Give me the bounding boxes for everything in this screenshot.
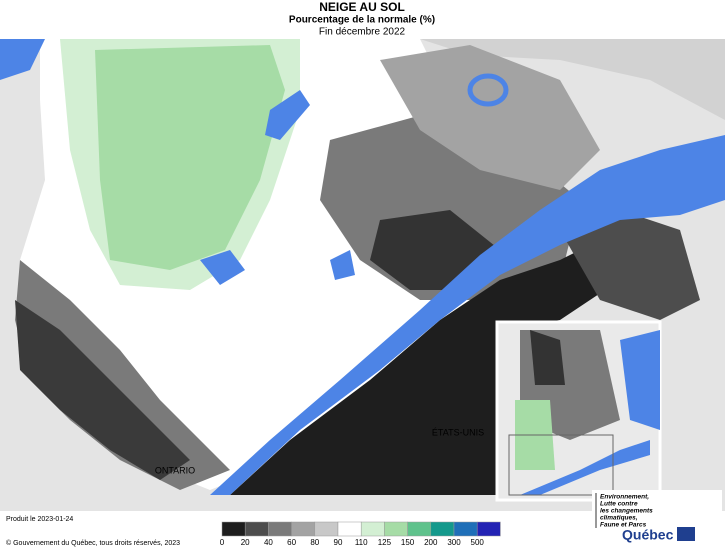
legend-swatch bbox=[430, 521, 455, 537]
sw-gray bbox=[15, 260, 230, 490]
legend-swatch bbox=[314, 521, 339, 537]
green-zone bbox=[95, 45, 285, 270]
reservoir bbox=[467, 73, 509, 107]
inset-map bbox=[495, 320, 662, 502]
inset-zone bbox=[530, 330, 565, 385]
lake bbox=[200, 250, 245, 285]
logo-ministry: Faune et Parcs bbox=[600, 522, 647, 529]
map-label: ONTARIO bbox=[155, 465, 195, 475]
inset-highlight bbox=[508, 434, 614, 496]
gray-north bbox=[380, 45, 600, 190]
title: NEIGE AU SOL bbox=[319, 0, 405, 14]
legend-swatch bbox=[384, 521, 408, 537]
legend-label: 200 bbox=[424, 538, 438, 547]
map: ONTARIO ÉTATS-UNIS bbox=[0, 39, 725, 511]
lake bbox=[265, 90, 310, 140]
gaspe-dark bbox=[560, 210, 700, 320]
logo-ministry: les changements bbox=[600, 508, 653, 515]
lake bbox=[330, 250, 355, 280]
legend-swatch bbox=[407, 521, 432, 537]
inset-water bbox=[520, 440, 650, 495]
legend-swatch bbox=[268, 521, 292, 537]
legend-label: 20 bbox=[241, 538, 250, 547]
st-lawrence bbox=[210, 135, 725, 495]
logo-ministry: climatiques, bbox=[600, 515, 638, 522]
subtitle: Pourcentage de la normale (%) bbox=[289, 15, 435, 26]
legend-label: 110 bbox=[355, 538, 368, 547]
logo-brand: Québec bbox=[622, 527, 674, 543]
legend-label: 90 bbox=[334, 538, 343, 547]
legend-label: 300 bbox=[447, 538, 461, 547]
legend-swatch bbox=[221, 521, 246, 537]
logo-ministry: Environnement, bbox=[600, 494, 649, 501]
logo-flag bbox=[677, 527, 695, 541]
legend-swatch bbox=[244, 521, 269, 537]
legend-label: 60 bbox=[287, 538, 296, 547]
logo-box bbox=[592, 490, 722, 546]
logo-ministry: Lutte contre bbox=[600, 501, 638, 508]
produced: Produit le 2023-01-24 bbox=[6, 516, 73, 523]
legend-label: 80 bbox=[310, 538, 319, 547]
south-black bbox=[230, 240, 620, 495]
period: Fin décembre 2022 bbox=[319, 27, 406, 38]
legend-label: 150 bbox=[401, 538, 415, 547]
sw-dark bbox=[15, 300, 190, 480]
legend: 0 20 40 60 80 90 110 125 150 200 300 500 bbox=[220, 521, 501, 547]
legend-swatch bbox=[476, 521, 501, 537]
legend-label: 500 bbox=[471, 538, 485, 547]
hudson-bay bbox=[0, 39, 45, 80]
legend-swatch bbox=[453, 521, 478, 537]
legend-label: 0 bbox=[220, 538, 225, 547]
map-label: ÉTATS-UNIS bbox=[432, 427, 484, 437]
legend-label: 125 bbox=[378, 538, 392, 547]
north-gray bbox=[0, 39, 725, 120]
legend-swatch bbox=[360, 521, 385, 537]
legend-swatch bbox=[291, 521, 316, 537]
legend-label: 40 bbox=[264, 538, 273, 547]
inset-water bbox=[620, 330, 660, 430]
copyright: © Gouvernement du Québec, tous droits ré… bbox=[6, 539, 180, 547]
legend-swatch bbox=[337, 521, 362, 537]
